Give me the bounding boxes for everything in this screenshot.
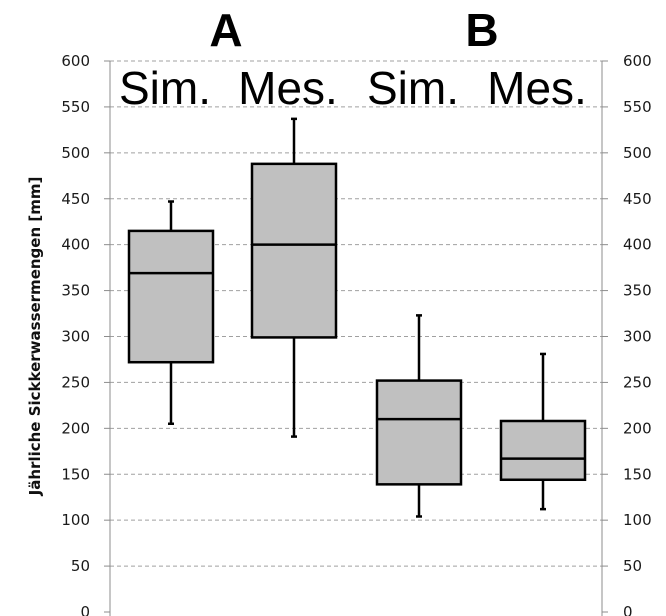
- y-tick-label-right: 400: [623, 236, 652, 254]
- y-tick-label-left: 450: [61, 190, 90, 208]
- y-tick-label-right: 450: [623, 190, 652, 208]
- y-axis-label: Jährliche Sickkerwassermengen [mm]: [26, 177, 44, 497]
- group-label-a: A: [209, 4, 242, 56]
- y-tick-label-left: 150: [61, 465, 90, 483]
- box-iqr: [127, 229, 215, 364]
- y-tick-labels-right: 0 50 100 150 200 250 300 350 400 450 500 550 600: [623, 52, 652, 616]
- box-a-mes: [250, 117, 338, 438]
- y-tick-label-right: 300: [623, 328, 652, 346]
- y-tick-label-left: 350: [61, 282, 90, 300]
- y-tick-label-right: 500: [623, 144, 652, 162]
- y-tick-label-left: 300: [61, 328, 90, 346]
- y-tick-label-right: 600: [623, 52, 652, 70]
- box-iqr: [375, 379, 463, 486]
- y-tick-label-right: 350: [623, 282, 652, 300]
- box-labels: Sim. Mes. Sim. Mes.: [119, 62, 587, 114]
- y-tick-label-right: 250: [623, 373, 652, 391]
- box-label-a-sim: Sim.: [119, 62, 211, 114]
- y-tick-label-right: 150: [623, 465, 652, 483]
- box-iqr: [250, 162, 338, 339]
- y-tick-label-right: 0: [623, 603, 633, 616]
- group-label-b: B: [465, 4, 498, 56]
- box-label-b-sim: Sim.: [367, 62, 459, 114]
- y-tick-label-left: 400: [61, 236, 90, 254]
- y-tick-label-left: 0: [80, 603, 90, 616]
- box-a-sim: [127, 200, 215, 425]
- box-b-sim: [375, 314, 463, 518]
- y-tick-label-left: 550: [61, 98, 90, 116]
- y-tick-label-left: 200: [61, 419, 90, 437]
- y-tick-label-left: 100: [61, 511, 90, 529]
- boxes: [127, 117, 587, 518]
- box-b-mes: [499, 352, 587, 511]
- y-tick-label-left: 600: [61, 52, 90, 70]
- box-iqr: [499, 419, 587, 482]
- box-label-b-mes: Mes.: [487, 62, 587, 114]
- y-tick-label-right: 550: [623, 98, 652, 116]
- y-tick-label-left: 500: [61, 144, 90, 162]
- box-label-a-mes: Mes.: [238, 62, 338, 114]
- y-tick-label-right: 100: [623, 511, 652, 529]
- axes: [104, 60, 608, 616]
- y-tick-label-left: 250: [61, 373, 90, 391]
- y-tick-labels-left: 0 50 100 150 200 250 300 350 400 450 500 550 600: [61, 52, 90, 616]
- y-tick-label-right: 50: [623, 557, 642, 575]
- y-tick-label-right: 200: [623, 419, 652, 437]
- y-tick-label-left: 50: [71, 557, 90, 575]
